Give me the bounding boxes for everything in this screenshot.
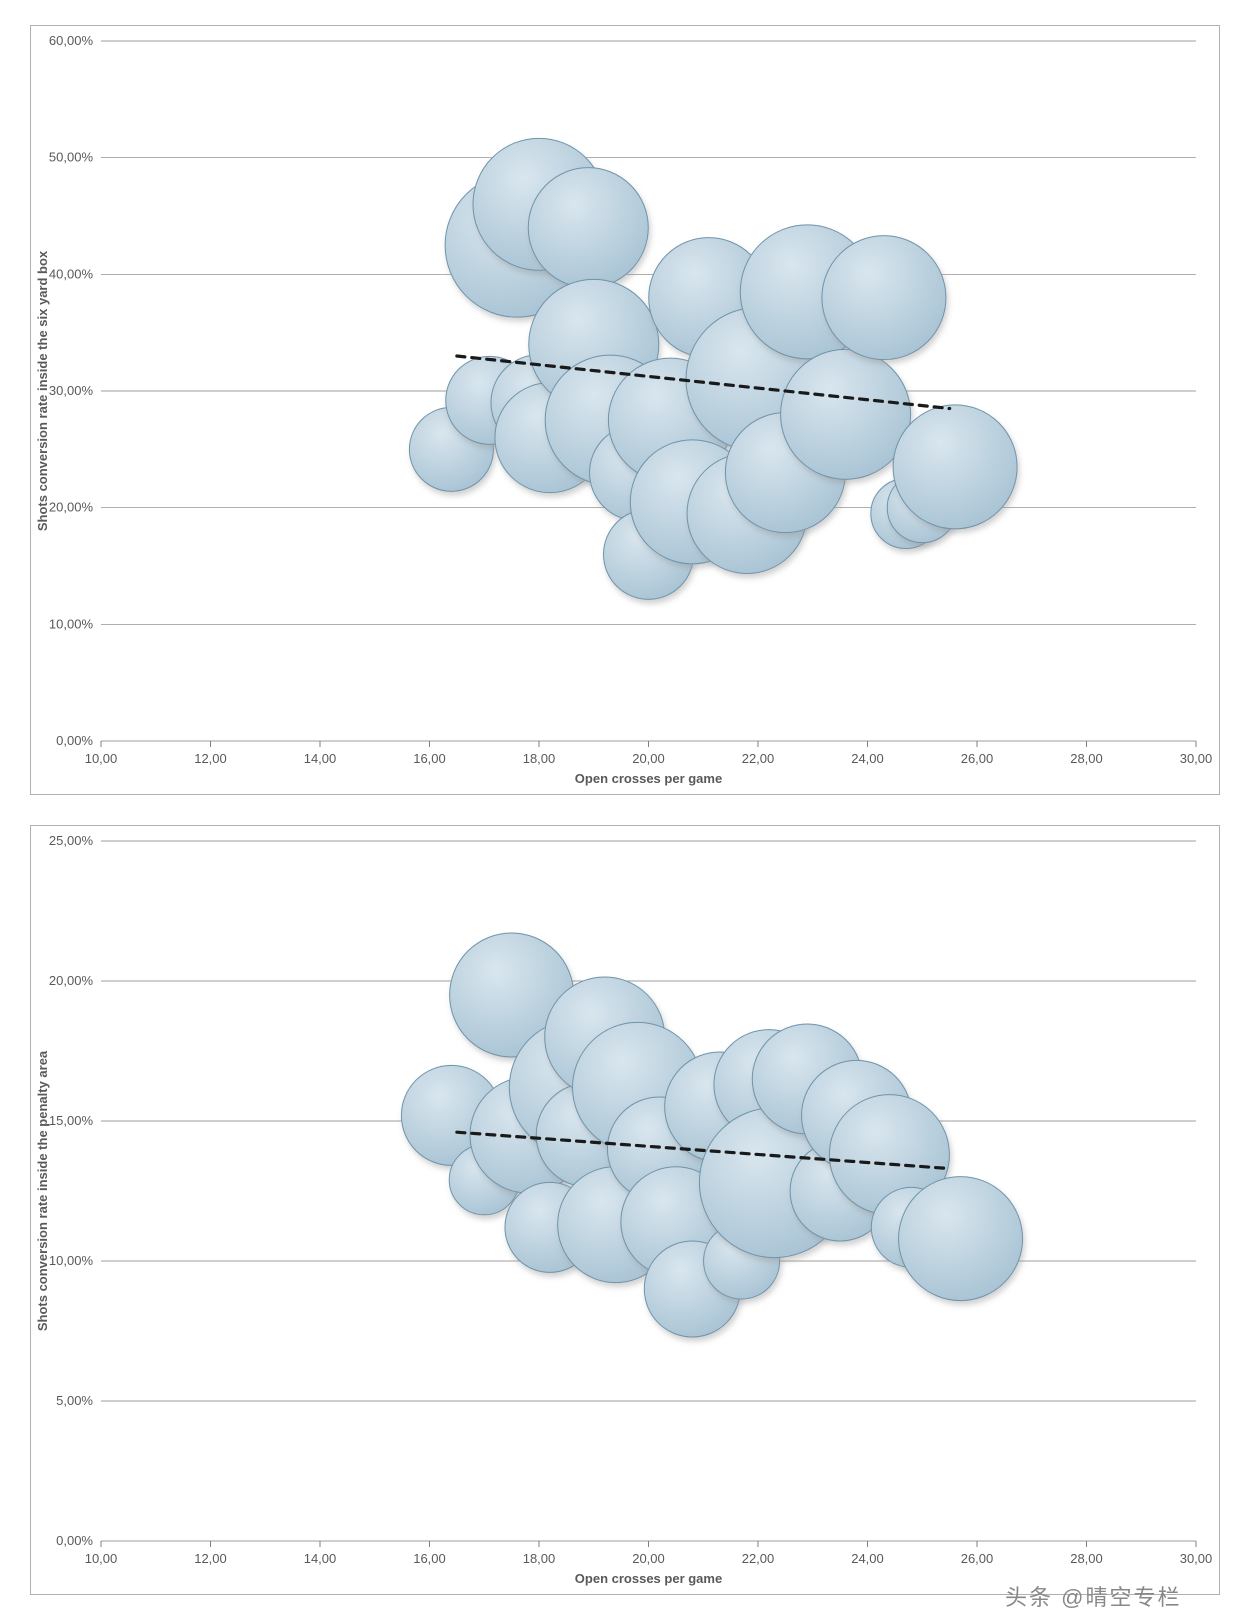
x-tick-label: 10,00 (85, 751, 118, 766)
x-tick-label: 12,00 (194, 1551, 227, 1566)
x-tick-label: 18,00 (523, 751, 556, 766)
x-tick-label: 28,00 (1070, 751, 1103, 766)
x-tick-label: 12,00 (194, 751, 227, 766)
y-tick-label: 10,00% (49, 616, 94, 631)
x-tick-label: 30,00 (1180, 1551, 1213, 1566)
bubble (893, 405, 1017, 529)
bubble-series (409, 138, 1017, 599)
x-tick-label: 24,00 (851, 751, 884, 766)
x-tick-label: 10,00 (85, 1551, 118, 1566)
y-tick-label: 5,00% (56, 1393, 93, 1408)
y-tick-label: 15,00% (49, 1113, 94, 1128)
x-tick-label: 26,00 (961, 751, 994, 766)
y-tick-label: 50,00% (49, 150, 94, 165)
x-tick-label: 24,00 (851, 1551, 884, 1566)
x-tick-label: 20,00 (632, 1551, 665, 1566)
y-tick-label: 10,00% (49, 1253, 94, 1268)
watermark-text: 头条 @晴空专栏 (1005, 1580, 1181, 1612)
x-tick-label: 16,00 (413, 751, 446, 766)
x-tick-label: 26,00 (961, 1551, 994, 1566)
y-tick-label: 40,00% (49, 266, 94, 281)
bubble (781, 349, 911, 479)
x-tick-label: 20,00 (632, 751, 665, 766)
y-tick-label: 60,00% (49, 33, 94, 48)
x-tick-label: 16,00 (413, 1551, 446, 1566)
bubble (822, 236, 946, 360)
y-tick-label: 0,00% (56, 1533, 93, 1548)
y-tick-label: 20,00% (49, 500, 94, 515)
x-tick-label: 30,00 (1180, 751, 1213, 766)
x-tick-label: 28,00 (1070, 1551, 1103, 1566)
y-tick-label: 30,00% (49, 383, 94, 398)
y-tick-label: 0,00% (56, 733, 93, 748)
chart-six-yard-box: 0,00% 10,00% 20,00% 30,00% 40,00% 50,00% 60,00… (30, 25, 1220, 795)
x-tick-label: 14,00 (304, 1551, 337, 1566)
x-tick-label: 14,00 (304, 751, 337, 766)
x-tick-label: 22,00 (742, 1551, 775, 1566)
y-tick-label: 25,00% (49, 833, 94, 848)
chart-penalty-area: 0,00% 5,00% 10,00% 15,00% 20,00% 25,00% 10,00 1… (30, 825, 1220, 1595)
y-tick-label: 20,00% (49, 973, 94, 988)
x-axis-label: Open crosses per game (575, 771, 722, 786)
bubble (899, 1177, 1023, 1301)
y-axis-label: Shots conversion rate inside the penalty… (35, 1050, 50, 1331)
bubble (528, 168, 648, 288)
x-tick-label: 18,00 (523, 1551, 556, 1566)
x-tick-label: 22,00 (742, 751, 775, 766)
x-axis-label: Open crosses per game (575, 1571, 722, 1586)
y-axis-label: Shots conversion rate inside the six yar… (35, 250, 50, 531)
chart-penalty-area-svg: 0,00% 5,00% 10,00% 15,00% 20,00% 25,00% 10,00 1… (31, 826, 1221, 1596)
page: 0,00% 10,00% 20,00% 30,00% 40,00% 50,00% 60,00… (0, 0, 1242, 1623)
chart-six-yard-box-svg: 0,00% 10,00% 20,00% 30,00% 40,00% 50,00% 60,00… (31, 26, 1221, 796)
